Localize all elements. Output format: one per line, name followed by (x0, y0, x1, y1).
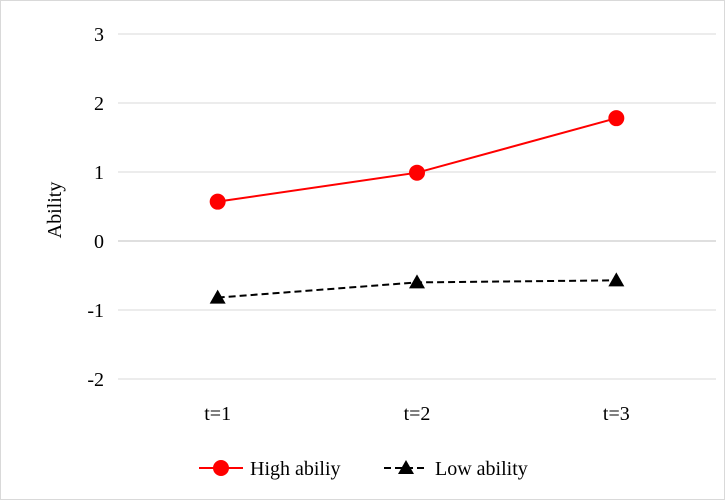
data-point (608, 272, 625, 287)
y-axis-label: Ability (44, 182, 66, 239)
legend-item: Low ability (384, 458, 528, 480)
data-point (409, 164, 425, 181)
y-tick-label: 2 (94, 93, 104, 115)
y-tick-label: -1 (87, 300, 104, 322)
legend-item: High abiliy (199, 458, 341, 480)
legend: High abiliy Low ability (199, 458, 528, 480)
y-tick-label: -2 (87, 369, 104, 391)
y-tick-label: 1 (94, 162, 104, 184)
y-tick-label: 3 (94, 24, 104, 46)
data-point (608, 110, 625, 127)
series-high (209, 110, 625, 210)
series-low (209, 272, 625, 304)
x-tick-label: t=2 (404, 403, 431, 425)
axes: 3 2 1 0 -1 -2 t=1 t=2 t=3 (87, 24, 716, 425)
series-line (217, 117, 617, 203)
data-point (209, 193, 226, 210)
data-point (409, 274, 425, 289)
y-tick-label: 0 (94, 231, 104, 253)
data-point (209, 289, 226, 304)
legend-label: High abiliy (250, 458, 341, 480)
legend-label: Low ability (435, 458, 528, 480)
legend-marker (213, 460, 229, 476)
legend-marker (398, 460, 414, 474)
x-tick-label: t=1 (204, 403, 231, 425)
gridlines (118, 33, 716, 380)
series (209, 110, 625, 304)
x-tick-label: t=3 (603, 403, 630, 425)
